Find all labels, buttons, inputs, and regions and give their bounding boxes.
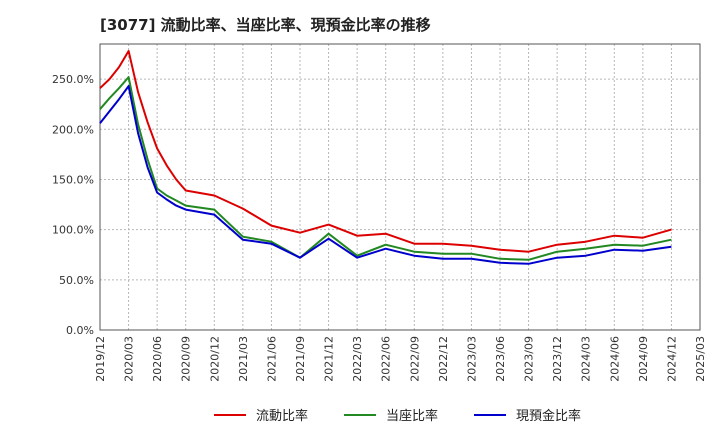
x-tick-label: 2022/06: [380, 336, 393, 382]
x-tick-label: 2021/12: [323, 336, 336, 382]
x-tick-label: 2021/09: [294, 336, 307, 382]
x-tick-label: 2023/12: [551, 336, 564, 382]
x-tick-label: 2023/09: [523, 336, 536, 382]
x-tick-label: 2023/06: [494, 336, 507, 382]
plot-frame: [99, 43, 701, 331]
series-line: [99, 50, 672, 253]
x-tick-label: 2024/09: [637, 336, 650, 382]
x-tick-label: 2023/03: [465, 336, 478, 382]
x-tick-label: 2020/12: [208, 336, 221, 382]
x-tick-label: 2025/03: [694, 336, 707, 382]
x-tick-label: 2020/09: [180, 336, 193, 382]
x-tick-label: 2022/09: [408, 336, 421, 382]
x-tick-label: 2021/06: [265, 336, 278, 382]
x-tick-label: 2020/03: [123, 336, 136, 382]
y-tick-label: 200.0%: [52, 123, 94, 136]
x-tick-label: 2024/12: [665, 336, 678, 382]
y-tick-label: 250.0%: [52, 73, 94, 86]
chart-title: [3077] 流動比率、当座比率、現預金比率の推移: [100, 16, 431, 34]
x-tick-label: 2022/12: [437, 336, 450, 382]
legend-label: 現預金比率: [516, 408, 581, 424]
x-tick-label: 2019/12: [94, 336, 107, 382]
y-tick-label: 50.0%: [59, 274, 94, 287]
y-tick-label: 150.0%: [52, 173, 94, 186]
y-tick-label: 0.0%: [66, 324, 94, 337]
x-tick-label: 2022/03: [351, 336, 364, 382]
legend-label: 当座比率: [386, 408, 438, 424]
x-tick-label: 2024/06: [608, 336, 621, 382]
x-tick-label: 2020/06: [151, 336, 164, 382]
x-tick-label: 2021/03: [237, 336, 250, 382]
legend-label: 流動比率: [256, 408, 308, 424]
y-tick-label: 100.0%: [52, 224, 94, 237]
x-tick-label: 2024/03: [580, 336, 593, 382]
series-line: [99, 85, 672, 265]
